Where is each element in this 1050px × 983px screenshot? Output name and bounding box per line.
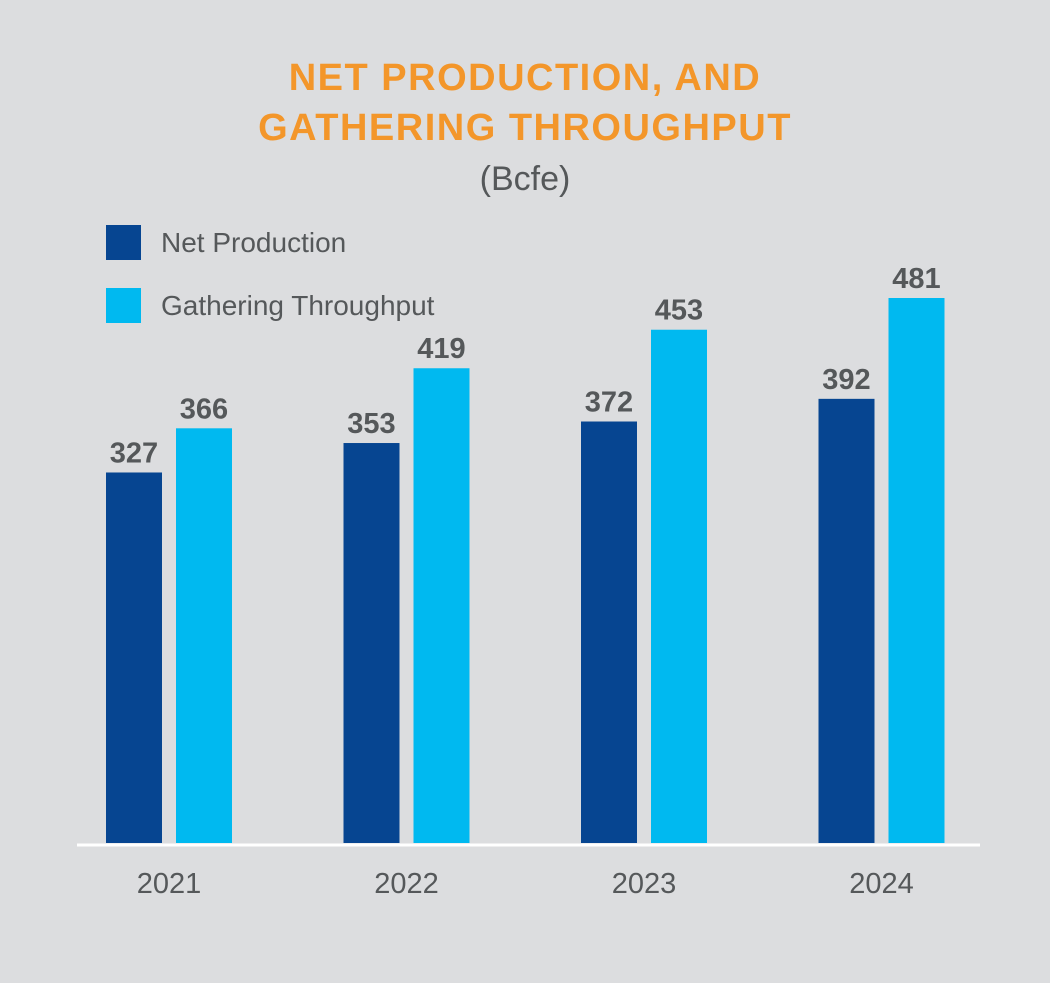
title-line: GATHERING THROUGHPUT bbox=[258, 107, 792, 149]
x-tick-label: 2024 bbox=[849, 868, 914, 900]
chart-subtitle: (Bcfe) bbox=[480, 160, 571, 198]
bar bbox=[651, 329, 707, 843]
bar bbox=[581, 421, 637, 843]
legend-swatch bbox=[106, 288, 141, 323]
x-axis-ticks: 2021 2022 2023 2024 bbox=[137, 868, 914, 900]
data-label: 453 bbox=[655, 295, 703, 327]
data-label: 372 bbox=[585, 387, 633, 419]
data-label: 366 bbox=[180, 393, 228, 425]
data-label: 392 bbox=[822, 364, 870, 396]
title-line: NET PRODUCTION, AND bbox=[289, 57, 762, 99]
legend-label: Gathering Throughput bbox=[161, 290, 435, 321]
bar bbox=[106, 472, 162, 843]
data-label: 327 bbox=[110, 437, 158, 469]
bar bbox=[343, 443, 400, 843]
x-tick-label: 2023 bbox=[612, 868, 677, 900]
chart-title: NET PRODUCTION, AND GATHERING THROUGHPUT bbox=[258, 57, 792, 149]
bar bbox=[413, 368, 470, 843]
data-label: 353 bbox=[347, 408, 395, 440]
bar bbox=[818, 398, 875, 843]
x-tick-label: 2022 bbox=[374, 868, 439, 900]
bar bbox=[888, 298, 945, 843]
data-label: 419 bbox=[417, 333, 465, 365]
legend-swatch bbox=[106, 225, 141, 260]
x-tick-label: 2021 bbox=[137, 868, 202, 900]
legend: Net Production Gathering Throughput bbox=[106, 225, 435, 323]
bar bbox=[176, 428, 232, 843]
data-label: 481 bbox=[892, 263, 940, 295]
plot-area: 327 366 353 419 372 453 392 481 bbox=[106, 263, 945, 843]
legend-label: Net Production bbox=[161, 227, 346, 258]
